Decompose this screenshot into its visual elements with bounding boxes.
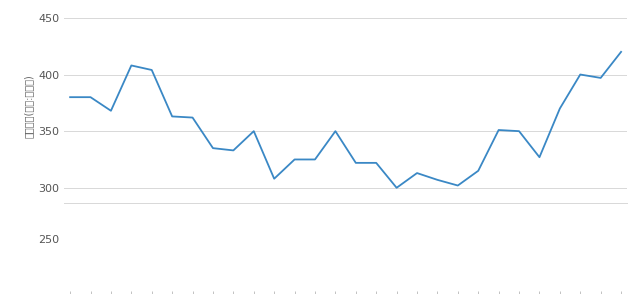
- Y-axis label: 거래금액(단위:백만원): 거래금액(단위:백만원): [24, 74, 34, 138]
